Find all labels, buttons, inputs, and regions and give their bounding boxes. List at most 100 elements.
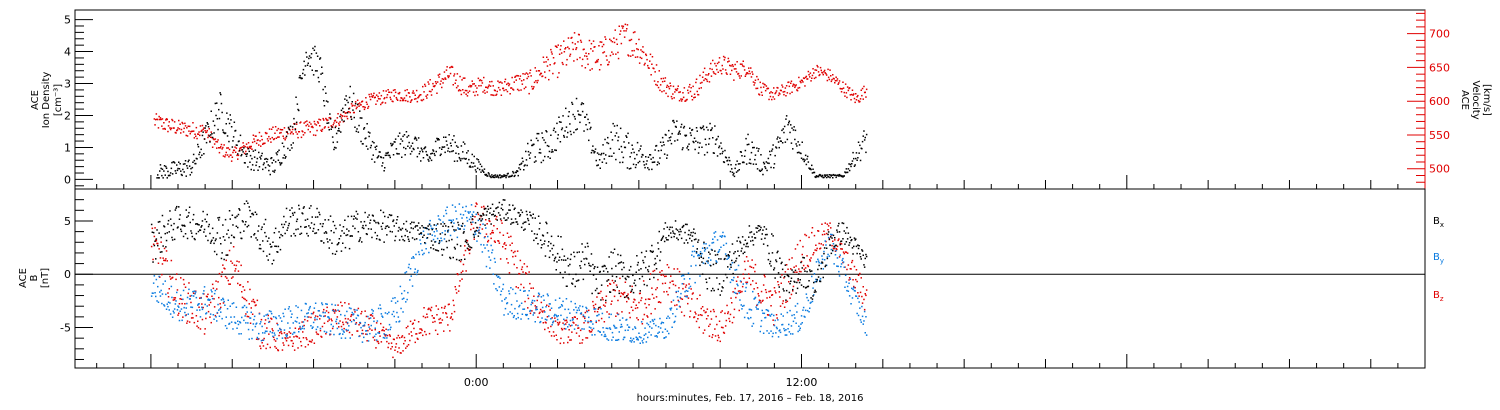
density-point [452, 150, 454, 152]
bx-point [593, 267, 595, 270]
velocity-point [476, 94, 479, 96]
density-point [175, 172, 177, 174]
velocity-point [432, 82, 434, 85]
bz-point [772, 319, 774, 321]
bz-point [465, 270, 467, 272]
by-point [375, 339, 378, 341]
density-point [384, 167, 386, 169]
by-point [540, 296, 543, 298]
by-point [830, 248, 833, 251]
velocity-point [832, 74, 834, 76]
bx-point [420, 232, 423, 234]
bx-point [355, 210, 358, 213]
by-point [468, 218, 471, 221]
density-point [394, 141, 396, 143]
density-point [705, 126, 708, 129]
velocity-point [295, 123, 298, 125]
density-point [767, 157, 770, 160]
bz-point [305, 337, 307, 339]
bz-point [152, 258, 154, 261]
density-point [457, 153, 460, 155]
velocity-point [611, 51, 613, 53]
by-point [649, 321, 652, 323]
density-point [304, 65, 307, 67]
velocity-point [359, 102, 361, 104]
bz-point [810, 257, 812, 259]
velocity-point [258, 131, 261, 134]
by-point [356, 309, 358, 311]
bz-point [620, 292, 623, 294]
density-point [675, 126, 677, 128]
velocity-point [441, 86, 443, 89]
by-point [369, 317, 372, 319]
bz-point [468, 252, 471, 255]
bz-point [719, 340, 721, 343]
bx-point [380, 225, 383, 228]
by-point [308, 309, 310, 311]
by-point [662, 322, 665, 324]
density-point [796, 145, 798, 147]
bx-point [588, 262, 590, 265]
by-point [415, 273, 418, 276]
velocity-point [350, 103, 353, 105]
by-point [823, 250, 825, 253]
bx-point [155, 258, 157, 260]
bz-point [653, 269, 656, 272]
bz-point [545, 322, 547, 324]
velocity-point [647, 64, 649, 67]
bz-point [841, 248, 843, 250]
bx-point [417, 222, 420, 224]
density-point [368, 135, 370, 138]
bz-point [748, 277, 751, 279]
density-point [241, 149, 244, 151]
by-point [594, 334, 596, 336]
bx-point [449, 257, 452, 260]
density-point [458, 156, 461, 159]
density-point [790, 124, 792, 126]
bx-point [274, 245, 276, 247]
bx-point [449, 256, 451, 259]
by-point [517, 316, 519, 319]
velocity-point [489, 85, 492, 87]
density-point [853, 157, 855, 160]
by-point [816, 280, 818, 282]
by-point [827, 253, 829, 256]
bz-point [365, 315, 368, 318]
velocity-point [425, 95, 427, 97]
bz-point [548, 305, 550, 308]
density-point [637, 161, 639, 164]
velocity-point [532, 87, 534, 90]
velocity-point [670, 95, 673, 98]
velocity-point [472, 83, 474, 85]
by-point [766, 330, 768, 332]
bx-point [307, 235, 309, 237]
bx-point [485, 214, 488, 216]
velocity-point [176, 129, 179, 131]
bz-point [460, 271, 463, 274]
by-point [588, 326, 591, 328]
bx-point [520, 226, 523, 229]
bz-point [395, 343, 398, 345]
density-point [859, 159, 862, 162]
bz-point [857, 292, 859, 294]
density-point [290, 144, 292, 146]
bx-point [445, 225, 447, 227]
density-point [209, 141, 211, 143]
velocity-point [812, 68, 814, 70]
bz-point [268, 333, 270, 335]
by-point [411, 285, 414, 287]
bz-point [628, 312, 631, 314]
bz-point [724, 312, 726, 315]
by-point [227, 299, 229, 301]
by-point [338, 322, 340, 325]
by-point [847, 290, 850, 292]
bx-point [484, 224, 486, 226]
density-point [370, 144, 372, 147]
density-point [749, 158, 751, 161]
velocity-point [802, 81, 804, 83]
bx-point [595, 278, 597, 280]
bz-point [240, 264, 242, 267]
density-point [756, 147, 758, 149]
density-point [568, 111, 570, 113]
